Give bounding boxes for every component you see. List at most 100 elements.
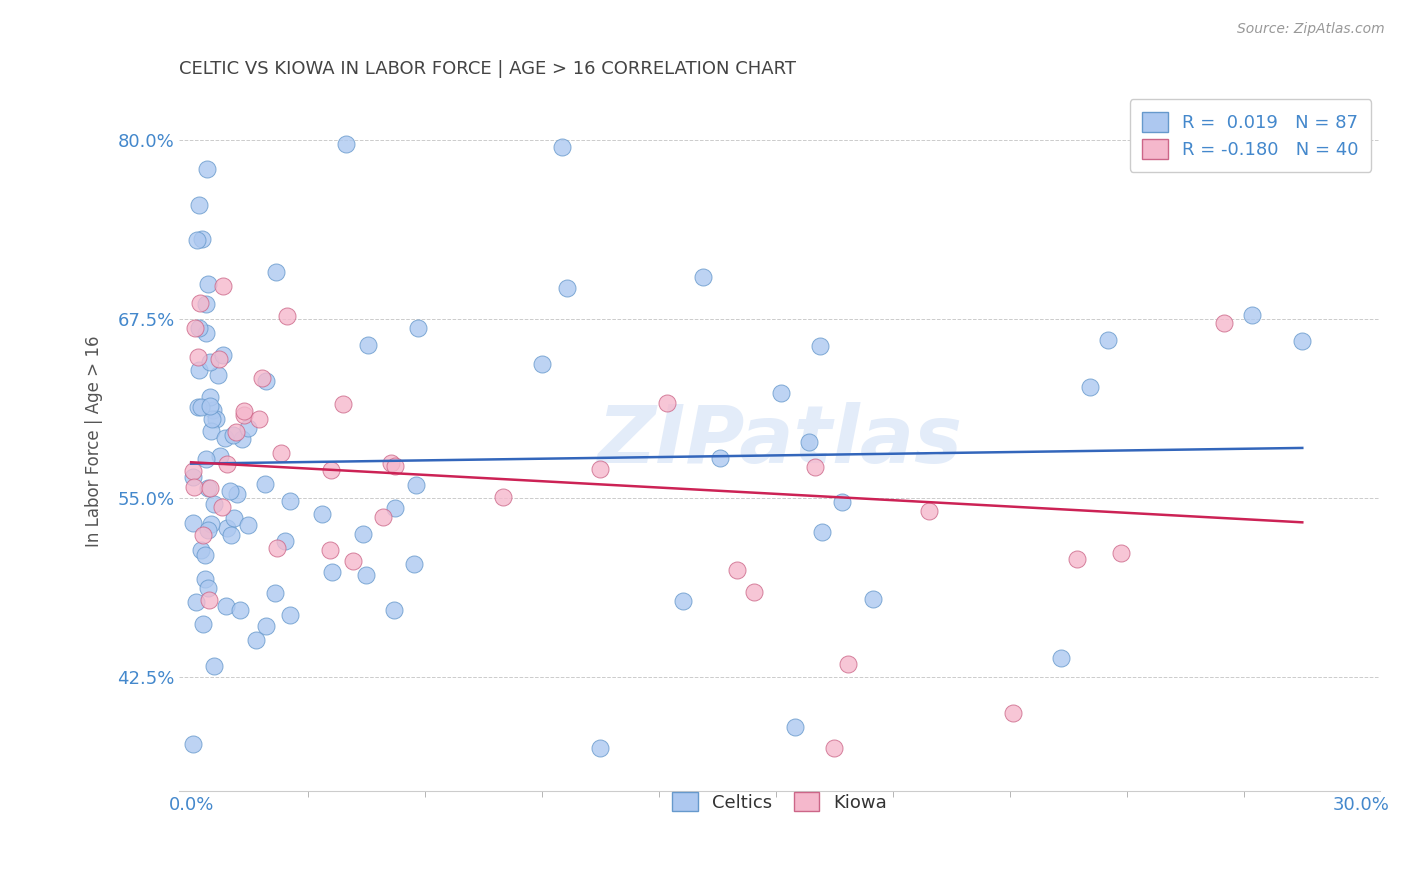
Point [254, 374, 277, 388]
Point [187, 351, 209, 365]
Point [200, 517, 222, 532]
Point [247, 412, 270, 426]
Point [195, 326, 218, 340]
Point [273, 534, 295, 549]
Point [214, 599, 236, 613]
Point [404, 557, 426, 571]
Point [804, 459, 827, 474]
Point [276, 309, 298, 323]
Point [264, 265, 287, 279]
Point [202, 659, 225, 673]
Point [1066, 552, 1088, 566]
Point [589, 741, 612, 756]
Point [589, 462, 612, 476]
Point [191, 616, 214, 631]
Point [406, 321, 429, 335]
Point [201, 412, 224, 426]
Point [373, 509, 395, 524]
Point [197, 523, 219, 537]
Point [217, 457, 239, 471]
Point [918, 504, 941, 518]
Point [657, 396, 679, 410]
Point [207, 368, 229, 382]
Point [270, 446, 292, 460]
Point [194, 572, 217, 586]
Point [862, 591, 884, 606]
Point [224, 510, 246, 524]
Point [194, 548, 217, 562]
Point [354, 567, 377, 582]
Point [215, 521, 238, 535]
Point [321, 565, 343, 579]
Text: CELTIC VS KIOWA IN LABOR FORCE | AGE > 16 CORRELATION CHART: CELTIC VS KIOWA IN LABOR FORCE | AGE > 1… [180, 60, 796, 78]
Point [188, 321, 211, 335]
Point [837, 657, 859, 671]
Point [194, 297, 217, 311]
Point [236, 421, 259, 435]
Point [1109, 546, 1132, 560]
Point [219, 483, 242, 498]
Point [491, 490, 513, 504]
Point [183, 480, 205, 494]
Point [245, 633, 267, 648]
Point [195, 161, 218, 176]
Point [831, 494, 853, 508]
Point [231, 433, 253, 447]
Point [208, 449, 231, 463]
Point [319, 463, 342, 477]
Point [380, 457, 402, 471]
Point [211, 279, 233, 293]
Point [531, 357, 554, 371]
Point [211, 348, 233, 362]
Point [190, 543, 212, 558]
Point [550, 140, 572, 154]
Point [1097, 333, 1119, 347]
Point [1240, 308, 1263, 322]
Point [352, 527, 374, 541]
Point [1213, 317, 1236, 331]
Point [311, 507, 333, 521]
Point [357, 338, 380, 352]
Point [692, 270, 714, 285]
Point [709, 451, 731, 466]
Point [250, 371, 273, 385]
Point [186, 233, 208, 247]
Point [253, 477, 276, 491]
Point [205, 412, 228, 426]
Text: Source: ZipAtlas.com: Source: ZipAtlas.com [1237, 22, 1385, 37]
Point [1050, 651, 1073, 665]
Text: ZIPatlas: ZIPatlas [598, 401, 962, 480]
Point [197, 581, 219, 595]
Point [266, 541, 288, 555]
Point [219, 528, 242, 542]
Point [254, 619, 277, 633]
Point [187, 400, 209, 414]
Point [187, 198, 209, 212]
Point [198, 390, 221, 404]
Point [197, 277, 219, 291]
Point [198, 399, 221, 413]
Point [384, 501, 406, 516]
Point [208, 352, 231, 367]
Point [263, 585, 285, 599]
Point [202, 497, 225, 511]
Point [769, 385, 792, 400]
Point [1002, 706, 1025, 720]
Point [190, 232, 212, 246]
Point [229, 603, 252, 617]
Point [181, 516, 204, 531]
Point [225, 487, 247, 501]
Point [1078, 380, 1101, 394]
Point [191, 528, 214, 542]
Point [808, 339, 831, 353]
Point [187, 363, 209, 377]
Point [236, 518, 259, 533]
Point [181, 464, 204, 478]
Point [342, 554, 364, 568]
Point [183, 321, 205, 335]
Point [197, 482, 219, 496]
Point [278, 493, 301, 508]
Point [201, 403, 224, 417]
Point [200, 355, 222, 369]
Point [823, 741, 845, 756]
